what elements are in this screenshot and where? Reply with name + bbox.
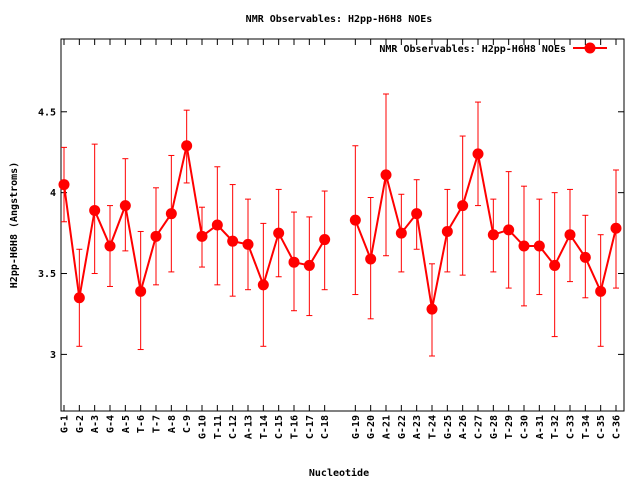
- x-tick-label: C-30: [520, 415, 531, 439]
- x-tick-label: A-5: [121, 415, 132, 433]
- data-point: [426, 303, 438, 315]
- data-point: [349, 214, 361, 226]
- x-tick-label: C-15: [274, 415, 285, 439]
- data-point: [472, 148, 484, 160]
- x-tick-label: T-6: [136, 415, 147, 433]
- y-tick-label: 4: [50, 188, 56, 199]
- data-point: [579, 251, 591, 263]
- data-point: [119, 200, 131, 212]
- y-axis-label: H2pp-H6H8 (Angstroms): [9, 162, 20, 288]
- data-point: [165, 208, 177, 220]
- data-point: [319, 234, 331, 246]
- x-tick-label: C-17: [305, 415, 316, 439]
- data-point: [549, 259, 561, 271]
- legend-marker: [584, 42, 596, 54]
- data-point: [457, 200, 469, 212]
- x-tick-label: C-27: [474, 415, 485, 439]
- data-point: [518, 240, 530, 252]
- data-point: [303, 259, 315, 271]
- data-point: [533, 240, 545, 252]
- data-point: [135, 285, 147, 297]
- data-point: [564, 229, 576, 241]
- data-point: [365, 253, 377, 265]
- data-point: [196, 230, 208, 242]
- data-point: [211, 219, 223, 231]
- x-tick-label: T-29: [504, 415, 515, 439]
- y-tick-label: 3: [50, 350, 56, 361]
- data-point: [503, 224, 515, 236]
- series-group: [58, 93, 622, 357]
- x-tick-label: C-36: [612, 415, 623, 439]
- x-tick-label: C-9: [182, 415, 193, 433]
- x-tick-label: A-3: [90, 415, 101, 433]
- x-tick-label: T-11: [213, 415, 224, 439]
- x-tick-label: T-34: [581, 415, 592, 439]
- x-tick-label: G-28: [489, 415, 500, 439]
- data-point: [58, 179, 70, 191]
- x-tick-label: T-7: [152, 415, 163, 433]
- data-point: [595, 285, 607, 297]
- series-line: [354, 153, 617, 310]
- x-tick-label: C-33: [566, 415, 577, 439]
- x-tick-label: A-26: [458, 415, 469, 439]
- x-tick-label: G-25: [443, 415, 454, 439]
- data-point: [380, 169, 392, 181]
- chart-title: NMR Observables: H2pp-H6H8 NOEs: [246, 14, 433, 25]
- x-tick-label: A-13: [244, 415, 255, 439]
- data-point: [395, 227, 407, 239]
- plot-frame: [60, 38, 625, 412]
- y-tick-label: 3.5: [38, 269, 56, 280]
- x-tick-label: G-22: [397, 415, 408, 439]
- y-tick-label: 4.5: [38, 107, 56, 118]
- x-tick-label: T-16: [290, 415, 301, 439]
- x-tick-label: A-23: [412, 415, 423, 439]
- x-tick-label: A-8: [167, 415, 178, 433]
- x-tick-label: T-32: [550, 415, 561, 439]
- x-tick-label: T-24: [428, 415, 439, 439]
- data-point: [150, 230, 162, 242]
- x-tick-label: A-21: [382, 415, 393, 439]
- x-axis-label: Nucleotide: [309, 467, 369, 479]
- x-tick-label: A-31: [535, 415, 546, 439]
- data-point: [273, 227, 285, 239]
- data-point: [73, 292, 85, 304]
- x-tick-label: G-19: [351, 415, 362, 439]
- legend: NMR Observables: H2pp-H6H8 NOEs: [379, 42, 607, 55]
- x-tick-label: T-14: [259, 415, 270, 439]
- x-tick-label: C-12: [228, 415, 239, 439]
- data-point: [610, 222, 622, 234]
- x-tick-label: G-1: [60, 415, 71, 433]
- data-point: [288, 256, 300, 268]
- x-tick-label: G-4: [106, 415, 117, 433]
- x-tick-label: G-10: [198, 415, 209, 439]
- series-line: [63, 145, 326, 298]
- x-tick-label: C-35: [596, 415, 607, 439]
- legend-label: NMR Observables: H2pp-H6H8 NOEs: [379, 44, 566, 55]
- data-point: [227, 235, 239, 247]
- x-tick-label: C-18: [320, 415, 331, 439]
- x-tick-label: G-20: [366, 415, 377, 439]
- data-point: [257, 279, 269, 291]
- data-point: [104, 240, 116, 252]
- x-tick-label: G-2: [75, 415, 86, 433]
- data-point: [181, 140, 193, 152]
- data-point: [487, 229, 499, 241]
- data-point: [242, 238, 254, 250]
- data-point: [441, 225, 453, 237]
- y-axis-ticks: 3 3.5 4 4.5: [38, 107, 624, 361]
- x-axis-ticks: G-1 G-2 A-3 G-4 A-5 T-6 T-7 A-8 C-9 G-10 T-11 C-12 A…: [60, 39, 623, 439]
- data-point: [89, 204, 101, 216]
- data-point: [411, 208, 423, 220]
